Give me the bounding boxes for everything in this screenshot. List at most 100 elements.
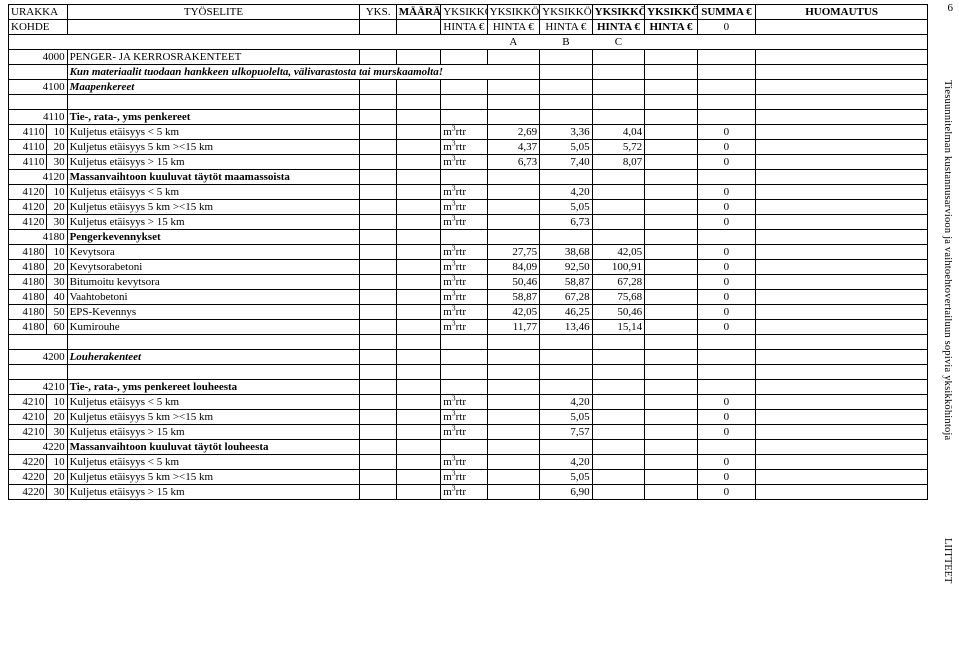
code-4220: 4220 (9, 440, 68, 455)
cell-sub: 30 (47, 485, 67, 500)
cell-unit: m3rtr (441, 260, 487, 275)
cell-blank (645, 185, 698, 200)
title-4210: Tie-, rata-, yms penkereet louheesta (67, 380, 360, 395)
cell-blank (756, 275, 928, 290)
cell-blank (645, 35, 698, 50)
hdr-hinta-c: HINTA € (540, 20, 593, 35)
cell-desc: Kuljetus etäisyys 5 km ><15 km (67, 200, 360, 215)
cell-blank (360, 485, 396, 500)
cell-sub: 30 (47, 275, 67, 290)
cell-blank (360, 35, 396, 50)
cell-blank (645, 305, 698, 320)
row-4210-hdr: 4210 Tie-, rata-, yms penkereet louheest… (9, 380, 928, 395)
cell-blank (645, 425, 698, 440)
cell-sub: 20 (47, 200, 67, 215)
cell-blank (67, 35, 360, 50)
hdr-B: B (540, 35, 593, 50)
cell-unit: m3rtr (441, 275, 487, 290)
cell-blank (645, 125, 698, 140)
cell-code: 4120 (9, 200, 47, 215)
hdr-summa: SUMMA € (697, 5, 756, 20)
table-row: 418060Kumirouhem3rtr11,7713,4615,140 (9, 320, 928, 335)
cell-blank (360, 215, 396, 230)
cell-blank (756, 35, 928, 50)
cell-hB: 6,73 (540, 215, 593, 230)
note-text: Kun materiaalit tuodaan hankkeen ulkopuo… (67, 65, 540, 80)
cell-blank (396, 485, 440, 500)
cell-hA: 6,73 (487, 155, 540, 170)
hdr-C: C (592, 35, 645, 50)
cell-blank (756, 410, 928, 425)
cell-blank (697, 80, 756, 95)
cell-code: 4220 (9, 470, 47, 485)
cell-hB: 4,20 (540, 185, 593, 200)
cell-blank (645, 410, 698, 425)
page: 6 Tiesuunnitelman kustannusarvioon ja va… (0, 0, 959, 646)
cell-hC: 4,04 (592, 125, 645, 140)
cell-hC: 100,91 (592, 260, 645, 275)
cell-hC (592, 410, 645, 425)
hdr-hinta-e: HINTA € (645, 20, 698, 35)
cell-blank (360, 245, 396, 260)
title-4200: Louherakenteet (67, 350, 360, 365)
cell-blank (697, 35, 756, 50)
row-note: Kun materiaalit tuodaan hankkeen ulkopuo… (9, 65, 928, 80)
cell-blank (645, 455, 698, 470)
cell-sub: 50 (47, 305, 67, 320)
cell-sum: 0 (697, 200, 756, 215)
code-4100: 4100 (9, 80, 68, 95)
table-row: 418040Vaahtobetonim3rtr58,8767,2875,680 (9, 290, 928, 305)
cell-blank (756, 245, 928, 260)
cell-hB: 7,40 (540, 155, 593, 170)
cell-hC: 75,68 (592, 290, 645, 305)
cell-sub: 60 (47, 320, 67, 335)
cell-blank (645, 395, 698, 410)
cell-desc: Kuljetus etäisyys > 15 km (67, 425, 360, 440)
cell-blank (756, 395, 928, 410)
cell-hA (487, 425, 540, 440)
cell-blank (756, 20, 928, 35)
hdr-kohde: KOHDE (9, 20, 68, 35)
cell-blank (756, 305, 928, 320)
row-4180-hdr: 4180 Pengerkevennykset (9, 230, 928, 245)
cell-code: 4180 (9, 305, 47, 320)
cell-blank (396, 395, 440, 410)
cell-blank (396, 35, 440, 50)
hdr-yk-a: YKSIKKÖ (441, 5, 487, 20)
cell-desc: Kuljetus etäisyys < 5 km (67, 455, 360, 470)
cell-blank (756, 80, 928, 95)
cell-blank (360, 410, 396, 425)
cell-code: 4180 (9, 320, 47, 335)
code-4180: 4180 (9, 230, 68, 245)
cell-blank (396, 260, 440, 275)
cell-code: 4180 (9, 245, 47, 260)
title-4110: Tie-, rata-, yms penkereet (67, 110, 360, 125)
cell-blank (756, 290, 928, 305)
blank-row (9, 95, 928, 110)
cell-hB: 13,46 (540, 320, 593, 335)
cell-blank (645, 290, 698, 305)
hdr-tyoselite: TYÖSELITE (67, 5, 360, 20)
rows-4180: 418010Kevytsoram3rtr27,7538,6842,0504180… (9, 245, 928, 335)
hdr-yk-d: YKSIKKÖ (592, 5, 645, 20)
cell-desc: Kuljetus etäisyys 5 km ><15 km (67, 140, 360, 155)
blank-row (9, 365, 928, 380)
cell-blank (697, 65, 756, 80)
cell-code: 4180 (9, 290, 47, 305)
cell-hA (487, 485, 540, 500)
cell-blank (645, 140, 698, 155)
cell-unit: m3rtr (441, 455, 487, 470)
cell-blank (360, 185, 396, 200)
cell-hB: 58,87 (540, 275, 593, 290)
cell-sum: 0 (697, 470, 756, 485)
cell-desc: Kuljetus etäisyys 5 km ><15 km (67, 410, 360, 425)
cell-blank (67, 20, 360, 35)
hdr-hinta-b: HINTA € (487, 20, 540, 35)
cell-code: 4110 (9, 155, 47, 170)
cell-blank (396, 20, 440, 35)
cell-blank (396, 200, 440, 215)
table-row: 412020Kuljetus etäisyys 5 km ><15 kmm3rt… (9, 200, 928, 215)
table-row: 418050EPS-Kevennysm3rtr42,0546,2550,460 (9, 305, 928, 320)
cell-hB: 92,50 (540, 260, 593, 275)
cell-blank (360, 275, 396, 290)
